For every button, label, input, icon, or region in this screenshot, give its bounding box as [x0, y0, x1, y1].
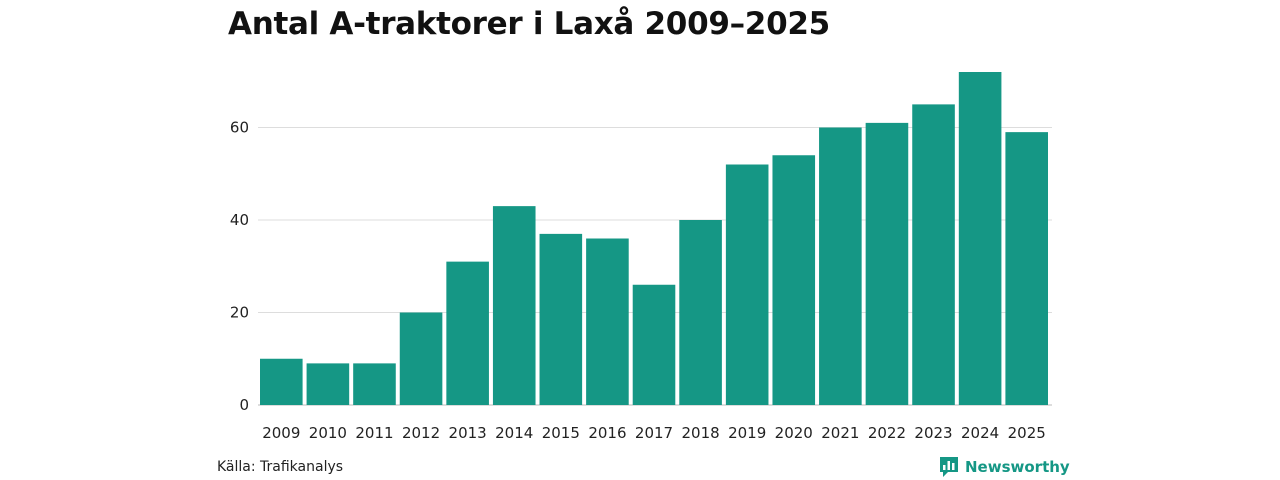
x-tick-label: 2023: [914, 424, 952, 442]
y-tick-label: 0: [239, 396, 249, 414]
y-tick-label: 60: [230, 119, 249, 137]
source-label: Källa: Trafikanalys: [217, 459, 344, 475]
x-axis: 2009 2010 2011 2012 2013 2014 2015 2016 2017 2018…: [262, 424, 1046, 442]
bar-2014: [492, 206, 536, 406]
chart-title: Antal A-traktorer i Laxå 2009–2025: [228, 6, 830, 42]
x-tick-label: 2016: [588, 424, 626, 442]
bar-2018: [679, 220, 722, 405]
y-axis: 0 20 40 60: [230, 119, 249, 415]
bar-2023: [912, 104, 955, 406]
x-tick-label: 2010: [309, 424, 347, 442]
bar-2016: [586, 238, 629, 405]
bar-2017: [632, 284, 676, 405]
bar-2009: [260, 358, 303, 405]
x-tick-label: 2024: [961, 424, 999, 442]
bar-2013: [446, 261, 489, 406]
bar-2022: [865, 122, 909, 406]
x-tick-label: 2011: [355, 424, 393, 442]
bar-2012: [399, 312, 443, 405]
brand-logo: Newsworthy: [939, 456, 1070, 478]
x-tick-label: 2025: [1008, 424, 1046, 442]
x-tick-label: 2017: [635, 424, 673, 442]
brand-name: Newsworthy: [965, 458, 1070, 476]
bar-2025: [1005, 132, 1048, 406]
x-tick-label: 2015: [542, 424, 580, 442]
bar-2011: [353, 363, 396, 406]
bar-2010: [306, 363, 350, 406]
y-tick-label: 40: [230, 211, 249, 229]
y-tick-label: 20: [230, 304, 249, 322]
bar-2015: [539, 233, 583, 405]
x-tick-label: 2009: [262, 424, 300, 442]
x-tick-label: 2012: [402, 424, 440, 442]
x-tick-label: 2022: [868, 424, 906, 442]
bar-2020: [772, 155, 816, 405]
x-tick-label: 2021: [821, 424, 859, 442]
x-tick-label: 2013: [449, 424, 487, 442]
bar-2021: [819, 127, 862, 405]
bar-2024: [958, 72, 1002, 405]
newsworthy-logo-icon: [940, 457, 958, 477]
bars: [260, 72, 1048, 406]
x-tick-label: 2014: [495, 424, 533, 442]
x-tick-label: 2018: [681, 424, 719, 442]
bar-2019: [725, 164, 769, 405]
x-tick-label: 2019: [728, 424, 766, 442]
x-tick-label: 2020: [775, 424, 813, 442]
